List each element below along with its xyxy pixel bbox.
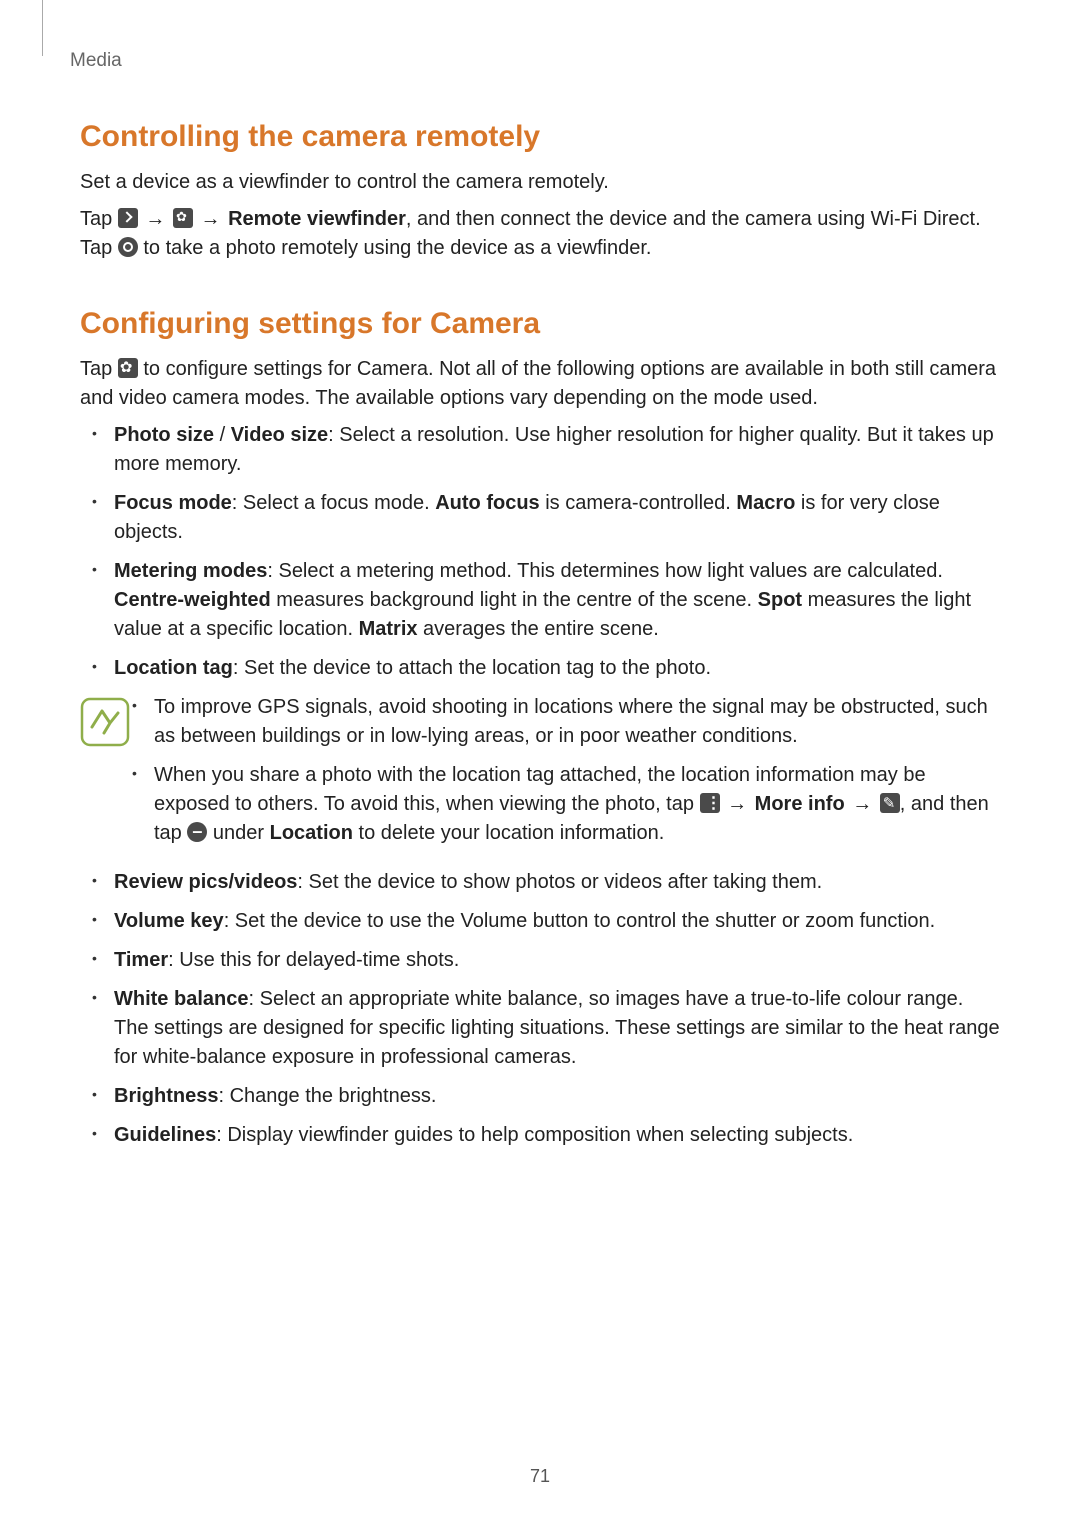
item-volume-key: Volume key: Set the device to use the Vo…: [114, 907, 1000, 936]
item-metering: Metering modes: Select a metering method…: [114, 557, 1000, 644]
delete-icon: [187, 822, 207, 842]
heading-settings: Configuring settings for Camera: [80, 307, 1000, 341]
item-location-tag: Location tag: Set the device to attach t…: [114, 654, 1000, 683]
tip-share: When you share a photo with the location…: [154, 761, 1000, 848]
section-remote-control: Controlling the camera remotely Set a de…: [80, 120, 1000, 263]
tip-gps: To improve GPS signals, avoid shooting i…: [154, 693, 1000, 751]
chevron-icon: [118, 208, 138, 228]
menu-dots-icon: [700, 793, 720, 813]
item-brightness: Brightness: Change the brightness.: [114, 1082, 1000, 1111]
edit-icon: [880, 793, 900, 813]
gear-icon: [118, 358, 138, 378]
remote-intro: Set a device as a viewfinder to control …: [80, 168, 1000, 197]
page-content: Media Controlling the camera remotely Se…: [0, 0, 1080, 1150]
settings-list-2: Review pics/videos: Set the device to sh…: [114, 868, 1000, 1150]
item-timer: Timer: Use this for delayed-time shots.: [114, 946, 1000, 975]
breadcrumb: Media: [70, 50, 1000, 72]
item-white-balance: White balance: Select an appropriate whi…: [114, 985, 1000, 1072]
arrow-icon: →: [727, 793, 747, 815]
item-guidelines: Guidelines: Display viewfinder guides to…: [114, 1121, 1000, 1150]
settings-intro: Tap to configure settings for Camera. No…: [80, 355, 1000, 413]
arrow-icon: →: [201, 208, 221, 230]
settings-list: Photo size / Video size: Select a resolu…: [114, 421, 1000, 683]
item-review: Review pics/videos: Set the device to sh…: [114, 868, 1000, 897]
heading-remote: Controlling the camera remotely: [80, 120, 1000, 154]
item-focus-mode: Focus mode: Select a focus mode. Auto fo…: [114, 489, 1000, 547]
page-tab-indent: [42, 0, 43, 56]
settings-small-icon: [173, 208, 193, 228]
item-photo-size: Photo size / Video size: Select a resolu…: [114, 421, 1000, 479]
tip-icon: [80, 697, 130, 747]
tip-list: To improve GPS signals, avoid shooting i…: [154, 693, 1000, 848]
section-camera-settings: Configuring settings for Camera Tap to c…: [80, 307, 1000, 1150]
arrow-icon: →: [852, 793, 872, 815]
arrow-icon: →: [145, 208, 165, 230]
remote-steps: Tap → → Remote viewfinder, and then conn…: [80, 205, 1000, 263]
shutter-icon: [118, 237, 138, 257]
page-number: 71: [0, 1466, 1080, 1487]
tip-note: To improve GPS signals, avoid shooting i…: [80, 693, 1000, 858]
